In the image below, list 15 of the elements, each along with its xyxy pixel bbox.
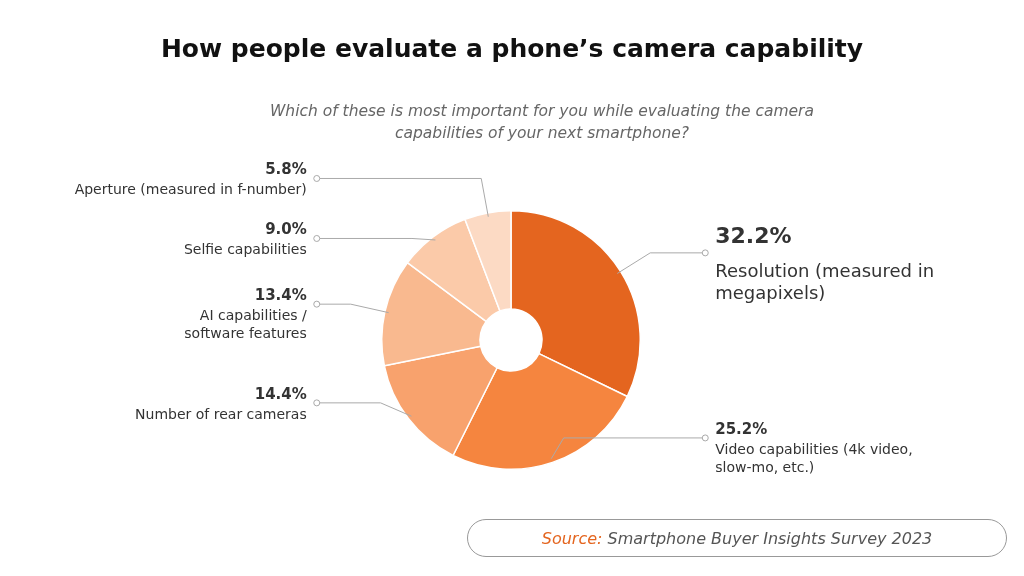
slice-label: Resolution (measured in megapixels) xyxy=(715,259,935,303)
source-note: Source: Smartphone Buyer Insights Survey 2023 xyxy=(467,519,1007,557)
slice-label: AI capabilities / software features xyxy=(184,307,308,342)
slice-label: Aperture (measured in f-number) xyxy=(74,181,307,198)
slice-label: Number of rear cameras xyxy=(135,405,307,422)
data-label: 9.0% xyxy=(265,220,307,239)
slice-label: Selfie capabilities xyxy=(183,241,307,258)
chart-title: How people evaluate a phone’s camera capability xyxy=(159,34,865,63)
slice-label: Video capabilities (4k video, slow-mo, etc.) xyxy=(715,440,913,475)
data-label: 5.8% xyxy=(265,160,307,179)
chart-subtitle: Which of these is most important for you while evaluating the camera capabilities of your next smartphone? xyxy=(269,101,815,144)
data-label: 25.2% xyxy=(715,419,768,438)
data-label: 14.4% xyxy=(254,384,307,403)
data-label: 13.4% xyxy=(254,286,307,305)
data-label: 32.2% xyxy=(715,222,792,248)
